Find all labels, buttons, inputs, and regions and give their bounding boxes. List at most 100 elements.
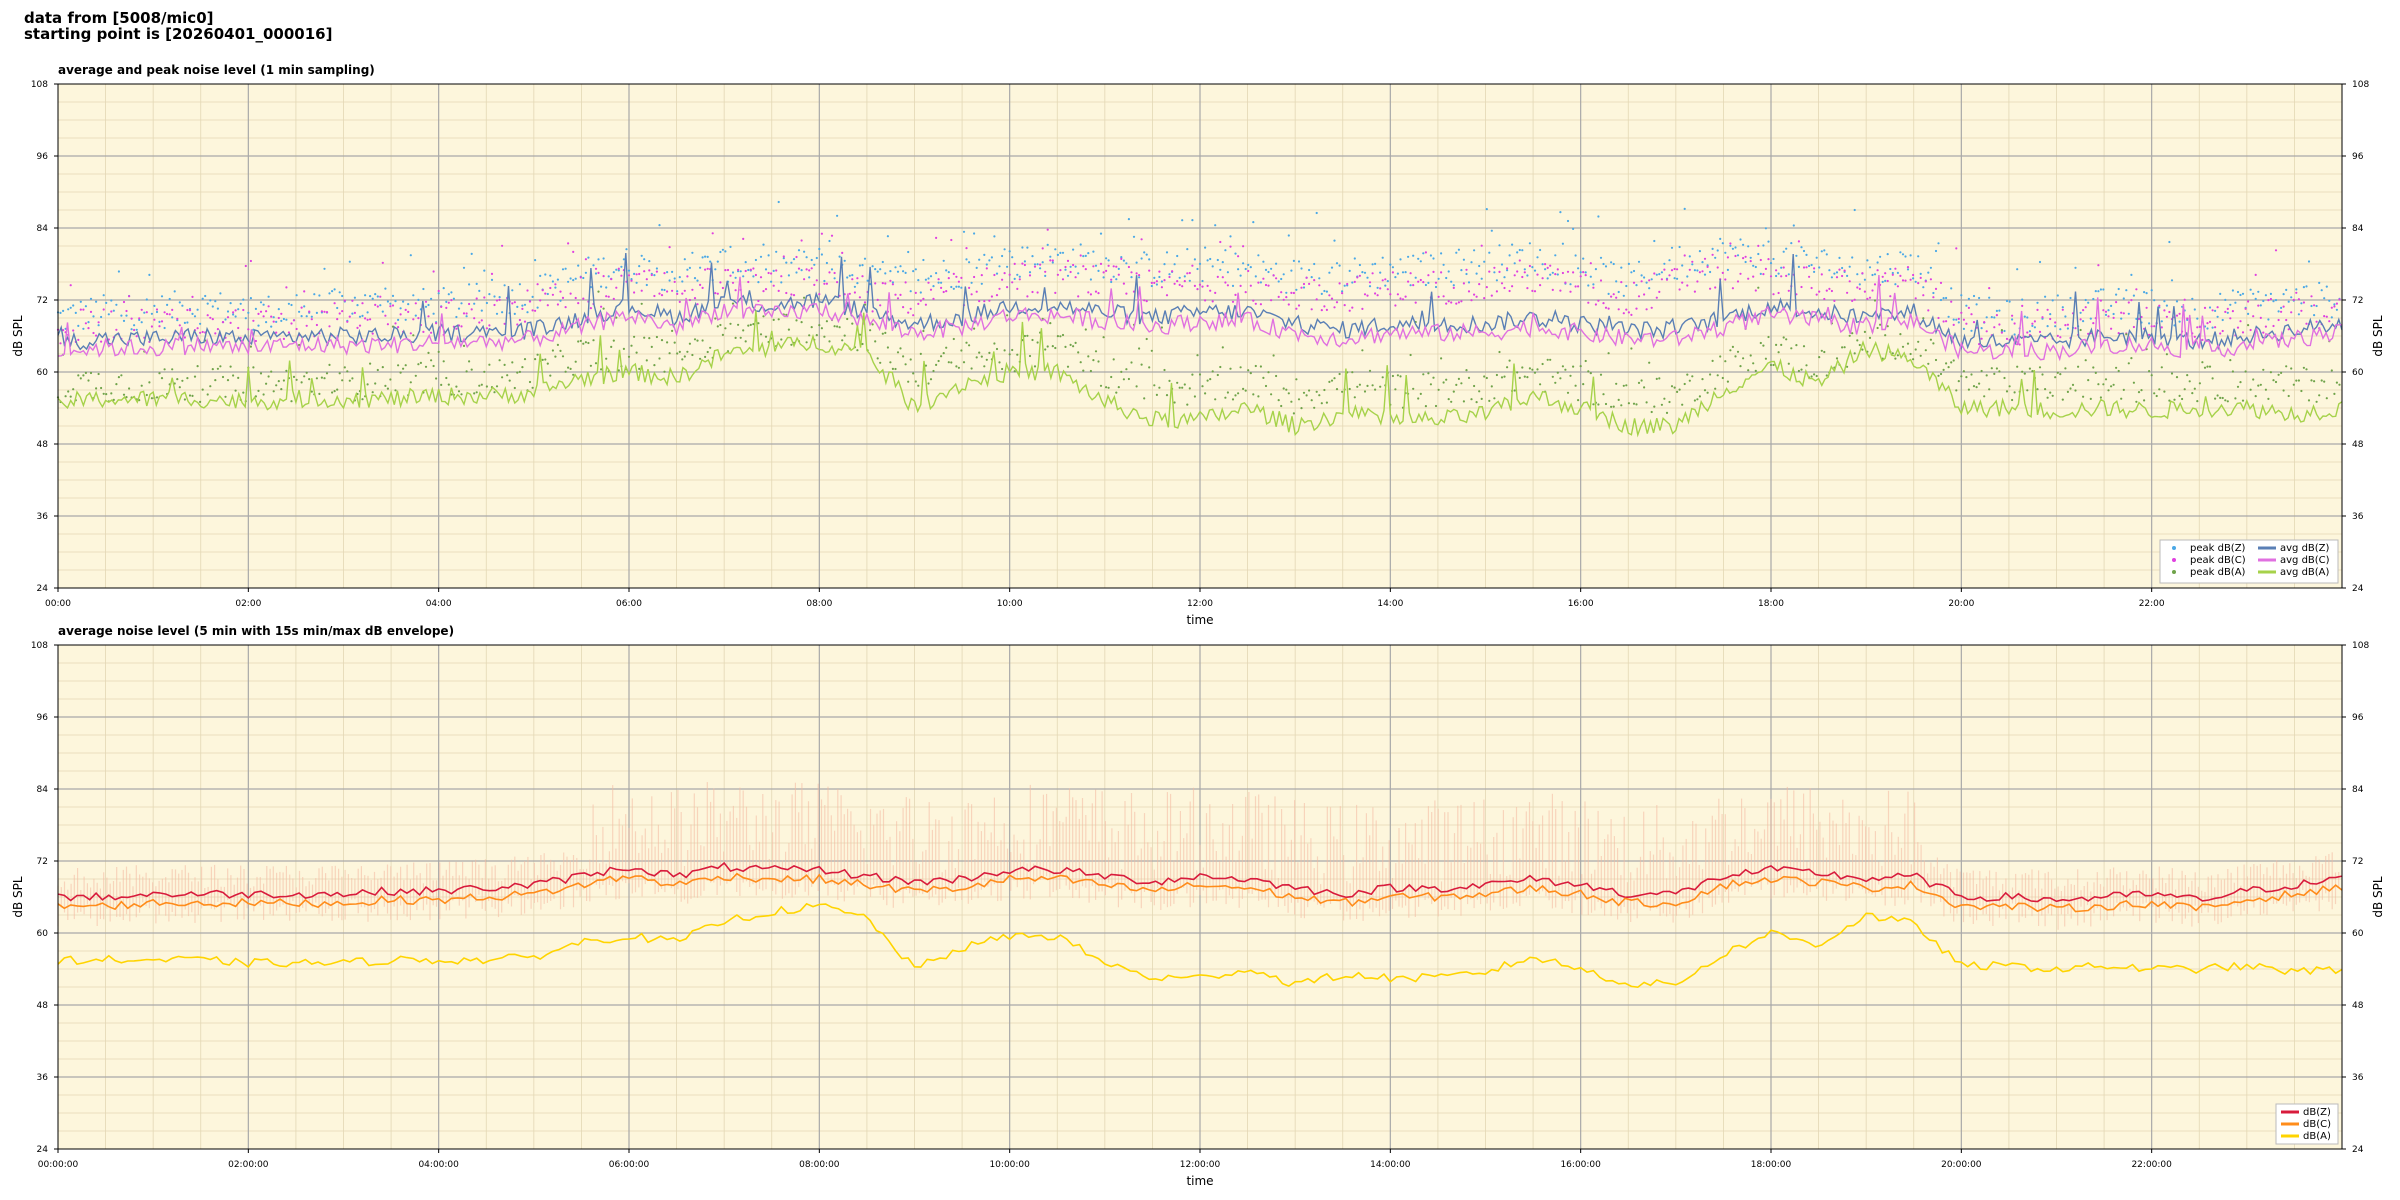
peak-point (998, 287, 1001, 290)
peak-point (1767, 258, 1770, 261)
peak-point (1001, 254, 1004, 258)
peak-point (1602, 262, 1605, 266)
peak-point (1160, 286, 1163, 289)
peak-point (1391, 271, 1394, 274)
peak-point (112, 398, 115, 401)
peak-point (1394, 304, 1397, 307)
peak-point (1775, 343, 1778, 346)
peak-point (1320, 292, 1323, 295)
peak-point (1097, 269, 1100, 272)
peak-point (188, 309, 192, 312)
y-tick-label: 36 (2352, 512, 2364, 522)
peak-point (1998, 370, 2001, 373)
peak-point (1767, 335, 1770, 339)
series-line-dB(Z) (57, 861, 2343, 903)
peak-point (1602, 302, 1605, 305)
peak-point (303, 375, 306, 378)
peak-point (2320, 379, 2323, 382)
peak-point (1112, 275, 1115, 278)
peak-point (1379, 385, 1382, 388)
peak-point (2313, 380, 2316, 383)
peak-point (1178, 283, 1181, 286)
peak-point (1886, 279, 1889, 283)
peak-point (950, 361, 953, 364)
peak-point (970, 367, 973, 370)
peak-point (333, 288, 336, 291)
legend-label: dB(A) (2303, 1131, 2331, 1142)
peak-point (2160, 326, 2163, 329)
peak-point (1424, 405, 1427, 408)
peak-point (483, 370, 486, 373)
x-tick-label: 06:00 (616, 599, 642, 609)
peak-point (1848, 334, 1851, 337)
peak-point (853, 285, 857, 288)
peak-point (742, 329, 745, 332)
peak-point (1709, 270, 1712, 274)
peak-point (2198, 325, 2201, 328)
peak-point (1473, 293, 1476, 296)
peak-point (2292, 298, 2295, 301)
peak-point (1183, 275, 1186, 278)
peak-point (295, 327, 298, 331)
peak-point (1325, 401, 1328, 404)
peak-point (1980, 337, 1983, 340)
peak-point (501, 311, 504, 314)
peak-point (1127, 265, 1130, 269)
peak-point (1178, 276, 1181, 279)
peak-point (1927, 309, 1930, 312)
peak-point (1879, 255, 1882, 258)
peak-point (1856, 273, 1859, 276)
x-tick-label: 18:00:00 (1751, 1160, 1792, 1170)
peak-point (1599, 279, 1603, 282)
peak-point (1196, 288, 1199, 291)
peak-point (1267, 371, 1270, 374)
peak-point (757, 322, 760, 325)
peak-point (1797, 240, 1800, 243)
peak-point (658, 357, 661, 360)
peak-point (762, 315, 765, 318)
x-tick-label: 14:00 (1377, 599, 1403, 609)
peak-point (1404, 271, 1407, 274)
peak-point (655, 270, 659, 273)
peak-point (267, 305, 270, 308)
peak-point (1310, 399, 1313, 402)
peak-point (1620, 404, 1623, 407)
peak-point (1950, 300, 1953, 303)
peak-point (1879, 323, 1882, 326)
peak-point (336, 388, 339, 391)
peak-point (1069, 265, 1072, 268)
peak-point (886, 235, 890, 238)
peak-point (105, 393, 108, 396)
peak-point (1544, 263, 1547, 266)
peak-point (815, 334, 818, 337)
peak-point (128, 387, 131, 390)
peak-point (947, 361, 950, 364)
peak-point (1589, 275, 1592, 278)
peak-point (701, 286, 704, 289)
peak-point (1678, 388, 1681, 391)
peak-point (1333, 239, 1336, 242)
peak-point (232, 374, 235, 377)
peak-point (531, 386, 534, 389)
peak-point (1160, 326, 1163, 329)
peak-point (1216, 275, 1219, 278)
peak-point (691, 251, 694, 254)
peak-point (935, 363, 938, 366)
peak-point (927, 277, 930, 280)
peak-point (671, 270, 674, 273)
peak-point (1993, 372, 1996, 375)
peak-point (1698, 395, 1701, 398)
peak-point (1604, 402, 1608, 406)
peak-point (947, 277, 950, 280)
peak-point (191, 312, 194, 315)
peak-point (1772, 257, 1775, 261)
peak-point (932, 369, 935, 373)
peak-point (2051, 394, 2054, 397)
peak-point (379, 304, 382, 307)
peak-point (1635, 307, 1638, 310)
peak-point (328, 292, 331, 295)
peak-point (1566, 391, 1570, 394)
peak-point (1351, 371, 1354, 374)
peak-point (660, 288, 664, 291)
peak-point (1244, 389, 1247, 392)
